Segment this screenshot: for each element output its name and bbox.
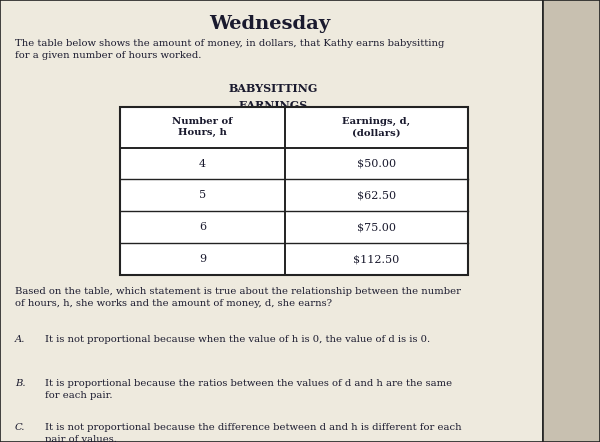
Text: Wednesday: Wednesday xyxy=(209,15,331,34)
Bar xyxy=(120,107,468,275)
Text: C.: C. xyxy=(15,423,25,432)
Text: BABYSITTING: BABYSITTING xyxy=(229,83,317,94)
Text: 6: 6 xyxy=(199,222,206,232)
Text: 4: 4 xyxy=(199,159,206,168)
Text: B.: B. xyxy=(15,379,25,388)
Text: Earnings, d,
(dollars): Earnings, d, (dollars) xyxy=(343,117,410,137)
Bar xyxy=(543,0,600,442)
Text: EARNINGS: EARNINGS xyxy=(238,100,308,111)
Text: $75.00: $75.00 xyxy=(357,222,396,232)
Text: Number of
Hours, h: Number of Hours, h xyxy=(172,117,233,137)
Text: $112.50: $112.50 xyxy=(353,254,400,264)
Text: It is not proportional because when the value of h is 0, the value of d is is 0.: It is not proportional because when the … xyxy=(45,335,430,344)
Text: The table below shows the amount of money, in dollars, that Kathy earns babysitt: The table below shows the amount of mone… xyxy=(15,39,445,60)
Text: It is proportional because the ratios between the values of d and h are the same: It is proportional because the ratios be… xyxy=(45,379,452,400)
Text: 5: 5 xyxy=(199,191,206,200)
Text: 9: 9 xyxy=(199,254,206,264)
Text: $62.50: $62.50 xyxy=(357,191,396,200)
Text: Based on the table, which statement is true about the relationship between the n: Based on the table, which statement is t… xyxy=(15,287,461,308)
Text: A.: A. xyxy=(15,335,25,344)
Text: $50.00: $50.00 xyxy=(357,159,396,168)
Text: It is not proportional because the difference between d and h is different for e: It is not proportional because the diffe… xyxy=(45,423,461,442)
